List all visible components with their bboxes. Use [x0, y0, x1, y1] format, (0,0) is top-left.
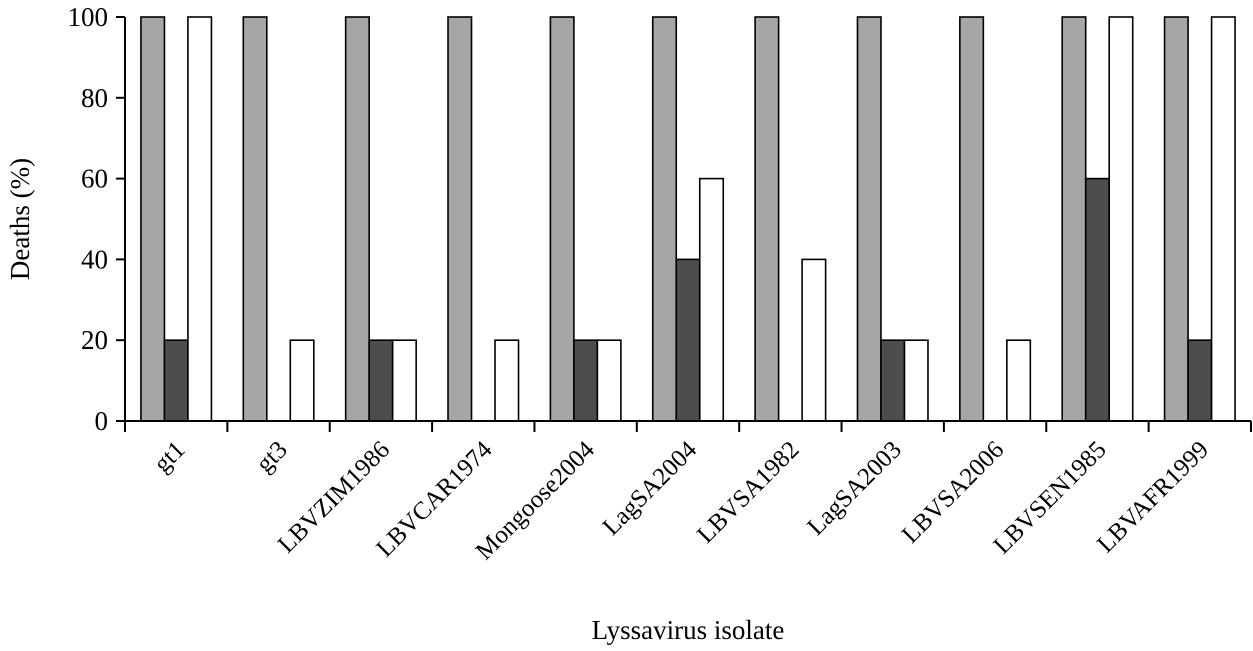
- bar-LagSA2003-series-3: [903, 339, 929, 422]
- bars-layer: [140, 16, 1236, 422]
- x-axis-title: Lyssavirus isolate: [592, 615, 785, 645]
- bar-LBVSA2006-series-1: [959, 16, 985, 422]
- bar-gt1-series-3: [187, 16, 213, 422]
- bar-gt1-series-1: [140, 16, 166, 422]
- y-tick-label: 0: [95, 406, 109, 436]
- bar-Mongoose2004-series-1: [549, 16, 575, 422]
- bar-LagSA2003-series-2: [880, 339, 906, 422]
- category-label: LBVSA2006: [897, 436, 1009, 548]
- bar-LagSA2004-series-3: [698, 177, 725, 422]
- bar-LBVCAR1974-series-1: [447, 16, 473, 422]
- bar-LBVAFR1999-series-2: [1187, 339, 1213, 422]
- y-tick-label: 80: [81, 83, 108, 113]
- bar-gt3-series-1: [242, 16, 268, 422]
- bar-LBVSA2006-series-3: [1006, 339, 1032, 422]
- y-axis-title: Deaths (%): [5, 158, 35, 280]
- bar-gt1-series-2: [163, 339, 189, 422]
- bar-LBVZIM1986-series-2: [368, 339, 394, 422]
- bar-LagSA2004-series-1: [651, 16, 678, 422]
- bar-LBVSEN1985-series-1: [1061, 16, 1087, 422]
- bar-LBVSEN1985-series-3: [1108, 16, 1134, 422]
- bar-gt3-series-3: [289, 339, 315, 422]
- category-label: LagSA2003: [802, 436, 907, 541]
- category-label: LagSA2004: [598, 436, 703, 541]
- bar-LBVSA1982-series-1: [754, 16, 780, 422]
- bar-Mongoose2004-series-2: [573, 339, 599, 422]
- y-tick-label: 20: [81, 325, 108, 355]
- bar-LBVSA1982-series-3: [801, 258, 827, 422]
- bar-LagSA2003-series-1: [856, 16, 882, 422]
- y-tick-label: 100: [68, 2, 109, 32]
- category-label: gt3: [251, 436, 293, 478]
- bar-Mongoose2004-series-3: [596, 339, 622, 422]
- bar-LBVAFR1999-series-1: [1163, 16, 1189, 422]
- y-ticks: 0 20 40 60 80 100: [68, 2, 125, 436]
- y-tick-label: 40: [81, 244, 108, 274]
- x-ticks: gt1 gt3LBVZIM1986LBVCAR1974Mongoose2004La…: [124, 421, 1252, 565]
- category-label: LBVSA1982: [692, 436, 804, 548]
- bar-LBVAFR1999-series-3: [1210, 16, 1236, 422]
- bar-LBVCAR1974-series-3: [494, 339, 520, 422]
- bar-LBVZIM1986-series-1: [344, 16, 370, 422]
- bar-LagSA2004-series-2: [675, 258, 701, 422]
- category-label: gt1: [149, 436, 191, 478]
- bar-LBVSEN1985-series-2: [1084, 177, 1111, 422]
- axes-layer: [124, 17, 1251, 422]
- bar-LBVZIM1986-series-3: [391, 339, 417, 422]
- y-tick-label: 60: [81, 164, 108, 194]
